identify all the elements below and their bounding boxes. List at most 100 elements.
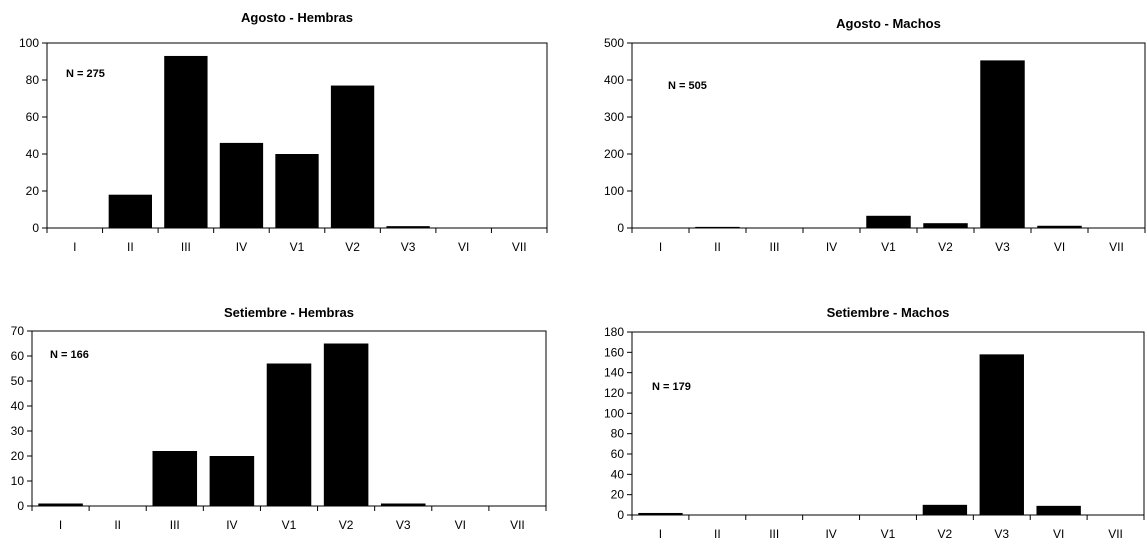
sample-size-annotation: N = 179 [652,381,691,393]
y-tick-label: 100 [604,184,624,198]
x-tick-label: VI [1053,527,1064,541]
x-tick-label: V3 [994,527,1009,541]
chart-agosto-machos: Agosto - Machos 0 100 200 300 400 500 I II III IV V… [580,0,1147,275]
chart-title: Agosto - Machos [836,16,941,31]
x-tick-label: I [59,518,62,532]
x-tick-label: IV [236,240,247,254]
y-tick-label: 0 [617,221,624,235]
y-tick-label: 100 [19,36,39,50]
x-tick-label: V2 [938,527,953,541]
bar-VI [1037,225,1082,228]
y-tick-label: 80 [26,73,40,87]
x-tick-label: II [114,518,121,532]
x-tick-label: V2 [345,240,360,254]
bar-V2 [323,343,369,506]
y-tick-label: 400 [604,73,624,87]
bar-V2 [330,85,375,228]
bar-V2 [923,223,968,228]
x-tick-label: III [170,518,180,532]
y-tick-label: 80 [611,427,625,441]
x-tick-label: V2 [938,240,953,254]
bar-V1 [866,215,911,228]
y-tick-label: 70 [11,324,25,338]
x-tick-label: V3 [401,240,416,254]
bar-V3 [380,503,426,506]
x-tick-label: VI [1054,240,1065,254]
sample-size-annotation: N = 275 [66,68,105,80]
x-tick-label: V3 [396,518,411,532]
plot-area [631,331,1145,516]
x-tick-label: VI [458,240,469,254]
y-tick-label: 120 [604,386,624,400]
y-tick-label: 40 [26,147,40,161]
x-tick-label: VII [512,240,527,254]
y-tick-label: 160 [604,345,624,359]
y-tick-label: 10 [11,474,25,488]
bar-V3 [979,354,1024,515]
y-tick-label: 60 [26,110,40,124]
bar-V1 [275,154,319,228]
x-tick-label: VII [1109,240,1124,254]
bar-VI [1036,505,1081,515]
y-tick-label: 140 [604,366,624,380]
x-tick-label: I [659,240,662,254]
x-tick-label: III [769,527,779,541]
x-tick-label: V1 [881,527,896,541]
bar-V3 [386,226,430,228]
chart-setiembre-machos: Setiembre - Machos 0 20 40 60 80 100 120 140 160 1… [580,290,1147,548]
y-tick-label: 180 [604,325,624,339]
bar-V3 [980,60,1025,228]
x-tick-label: II [714,527,721,541]
x-tick-label: VI [455,518,466,532]
y-tick-label: 200 [604,147,624,161]
y-tick-label: 30 [11,424,25,438]
x-tick-label: V3 [995,240,1010,254]
x-tick-label: VII [510,518,525,532]
y-tick-label: 60 [611,447,625,461]
x-tick-label: I [73,240,76,254]
y-tick-label: 0 [17,499,24,513]
bar-V2 [922,504,968,515]
x-tick-label: V1 [881,240,896,254]
x-tick-label: III [769,240,779,254]
bar-II [695,226,740,228]
x-tick-label: IV [825,527,836,541]
y-tick-label: 20 [11,449,25,463]
bar-III [152,451,198,506]
bar-IV [209,456,255,506]
y-tick-label: 50 [11,374,25,388]
bar-I [38,503,83,506]
sample-size-annotation: N = 505 [668,80,707,92]
chart-title: Setiembre - Hembras [224,305,354,320]
sample-size-annotation: N = 166 [50,349,89,361]
x-tick-label: I [659,527,662,541]
y-tick-label: 40 [11,399,25,413]
y-tick-label: 300 [604,110,624,124]
bar-I [638,512,683,515]
chart-agosto-hembras: Agosto - Hembras 0 20 40 60 80 100 I II III IV V1 V2… [0,0,560,275]
y-tick-label: 60 [11,349,25,363]
y-tick-label: 40 [611,467,625,481]
plot-area [631,42,1146,229]
x-tick-label: V2 [339,518,354,532]
chart-title: Setiembre - Machos [827,305,950,320]
x-tick-label: II [714,240,721,254]
y-tick-label: 20 [611,488,625,502]
x-tick-label: II [127,240,134,254]
bar-II [108,194,152,228]
x-tick-label: III [181,240,191,254]
y-tick-label: 100 [604,406,624,420]
bar-IV [219,142,264,228]
y-tick-label: 20 [26,184,40,198]
x-tick-label: V1 [282,518,297,532]
x-tick-label: V1 [290,240,305,254]
bar-III [164,55,208,229]
y-tick-label: 0 [617,508,624,522]
x-tick-label: IV [226,518,237,532]
y-tick-label: 500 [604,36,624,50]
chart-title: Agosto - Hembras [241,10,353,25]
bar-V1 [266,363,312,506]
x-tick-label: VII [1108,527,1123,541]
y-tick-label: 0 [32,221,39,235]
chart-setiembre-hembras: Setiembre - Hembras 0 10 20 30 40 50 60 70 I II III… [0,290,560,548]
